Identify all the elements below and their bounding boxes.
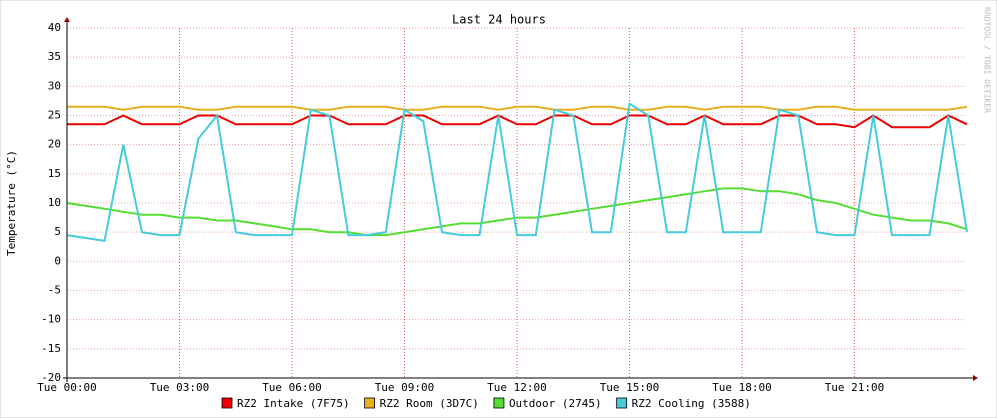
y-tick-label: 25 bbox=[48, 109, 61, 122]
y-tick-label: -20 bbox=[41, 371, 61, 384]
y-tick-label: 40 bbox=[48, 21, 61, 34]
legend-swatch bbox=[616, 397, 628, 409]
x-tick-label: Tue 09:00 bbox=[375, 381, 435, 394]
watermark: RRDTOOL / TOBI OETIKER bbox=[983, 7, 992, 113]
series-line bbox=[66, 102, 968, 243]
y-tick-label: -15 bbox=[41, 342, 61, 355]
x-tick-label: Tue 06:00 bbox=[262, 381, 322, 394]
x-tick-label: Tue 21:00 bbox=[825, 381, 885, 394]
chart-title: Last 24 hours bbox=[452, 13, 546, 27]
y-tick-label: 30 bbox=[48, 79, 61, 92]
legend-swatch bbox=[221, 397, 233, 409]
x-tick-label: Tue 12:00 bbox=[487, 381, 547, 394]
x-tick-label: Tue 15:00 bbox=[600, 381, 660, 394]
series-line bbox=[67, 105, 968, 111]
y-axis-arrow bbox=[64, 17, 70, 22]
legend-label: Outdoor (2745) bbox=[509, 397, 602, 410]
y-tick-label: -5 bbox=[48, 284, 61, 297]
x-axis-arrow bbox=[973, 375, 978, 381]
y-tick-label: 35 bbox=[48, 50, 61, 63]
y-tick-label: -10 bbox=[41, 313, 61, 326]
y-tick-label: 10 bbox=[48, 196, 61, 209]
y-axis-label: Temperature (°C) bbox=[5, 150, 18, 256]
y-tick-label: 0 bbox=[54, 254, 61, 267]
x-tick-label: Tue 00:00 bbox=[37, 381, 97, 394]
legend-label: RZ2 Room (3D7C) bbox=[380, 397, 479, 410]
y-tick-label: 5 bbox=[54, 225, 61, 238]
legend-label: RZ2 Cooling (3588) bbox=[632, 397, 751, 410]
legend-swatch bbox=[493, 397, 505, 409]
x-tick-label: Tue 18:00 bbox=[712, 381, 772, 394]
y-tick-label: 15 bbox=[48, 167, 61, 180]
legend-swatch bbox=[364, 397, 375, 409]
y-tick-label: 20 bbox=[48, 138, 61, 151]
x-tick-label: Tue 03:00 bbox=[150, 381, 210, 394]
series-line bbox=[66, 187, 968, 237]
legend-label: RZ2 Intake (7F75) bbox=[237, 397, 350, 410]
